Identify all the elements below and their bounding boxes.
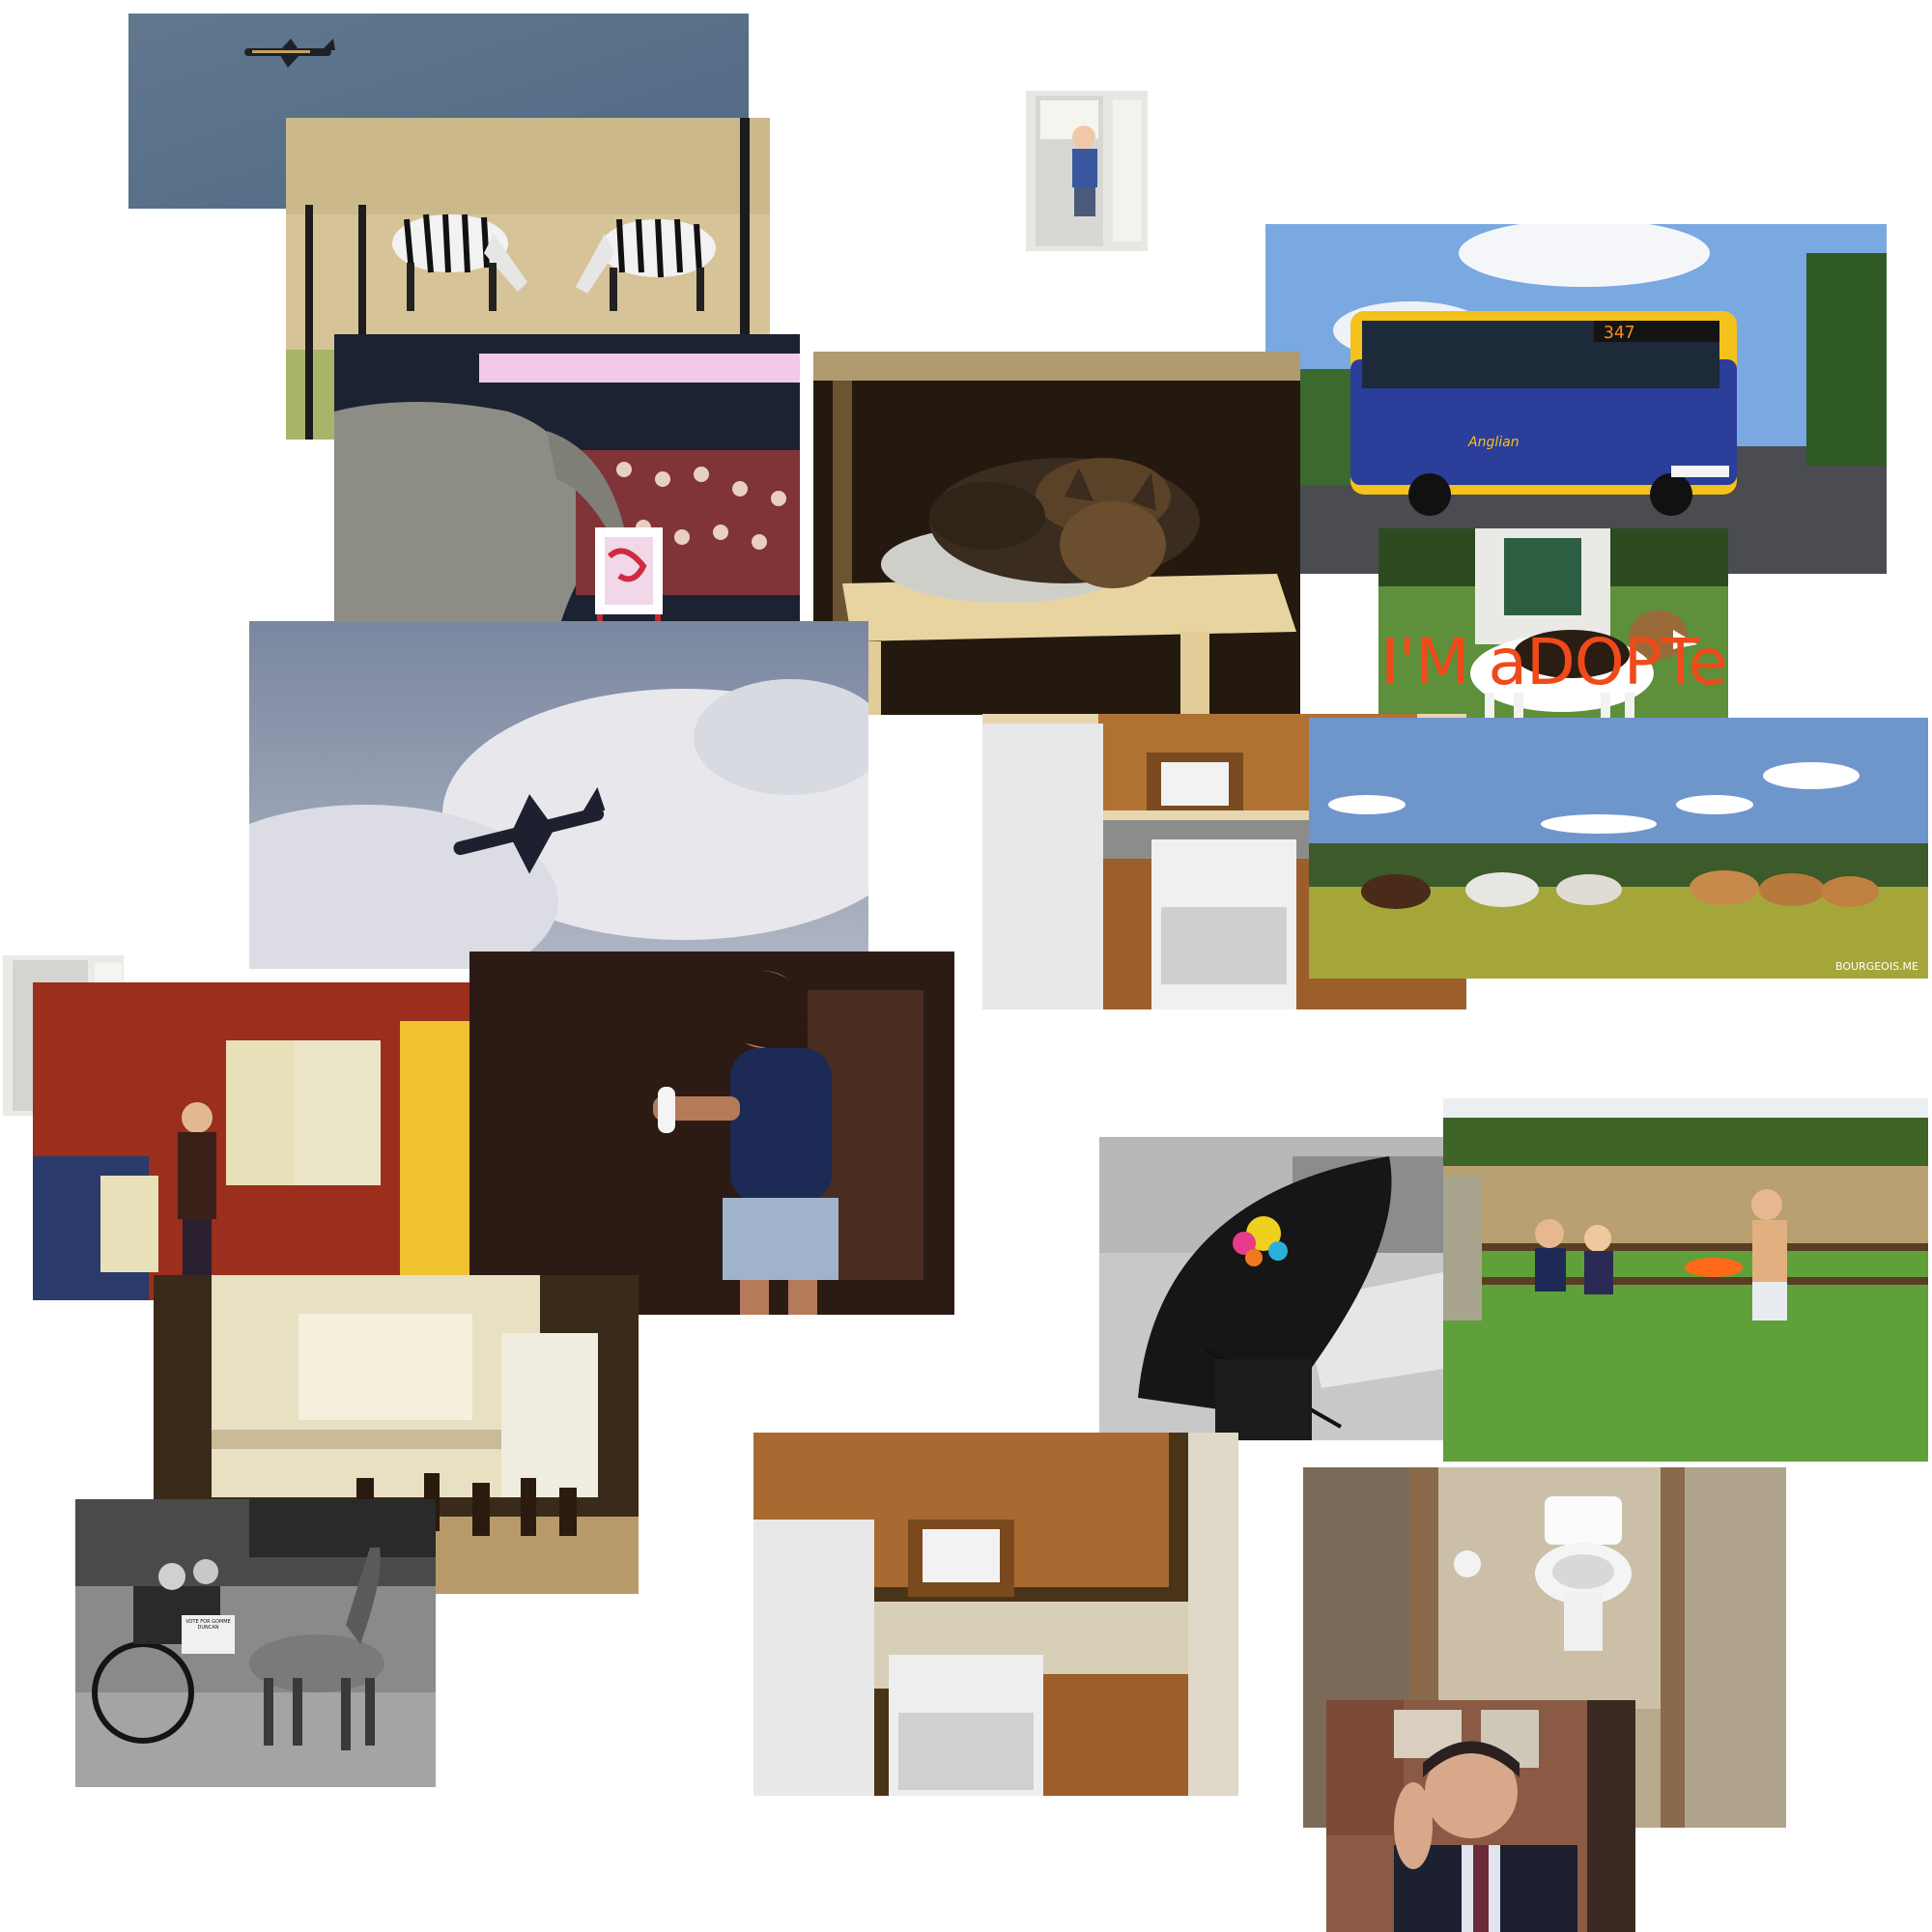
zebra-left (392, 213, 527, 311)
photo-horses-meadow: BOURGEOIS.ME (1309, 718, 1928, 979)
airplane-icon (244, 39, 335, 68)
zebra-right (576, 218, 716, 311)
horse (249, 1548, 384, 1750)
photo-sleeping-cat (813, 352, 1300, 715)
airplane-icon (453, 786, 606, 874)
children (1535, 1189, 1787, 1321)
cat (929, 458, 1200, 588)
woman (653, 971, 838, 1315)
man (1394, 1741, 1577, 1932)
photo-fridge-exhibit (33, 982, 471, 1300)
bus-route: 347 (1604, 323, 1635, 343)
photo-woman-controller (469, 952, 954, 1315)
photo-kids-frisbee (1443, 1098, 1928, 1462)
horses (1361, 870, 1879, 909)
toilet (1535, 1496, 1632, 1651)
photo-umbrella-bw (1099, 1137, 1443, 1440)
photo-bus: 347 Anglian (1265, 224, 1887, 574)
photo-man-webcam (1326, 1700, 1635, 1932)
photo-kitchen-cabinets (753, 1433, 1238, 1796)
photo-fridge-toddler-small (1026, 91, 1148, 251)
bus: 347 Anglian (1350, 311, 1737, 516)
svg-text:Anglian: Anglian (1467, 435, 1520, 450)
photo-kitchen-stove (982, 714, 1466, 1009)
photo-horse-cart-bw: VOTE FOR GOMME DUNCAN (75, 1499, 436, 1787)
photo-airplane-clouds (249, 621, 868, 969)
